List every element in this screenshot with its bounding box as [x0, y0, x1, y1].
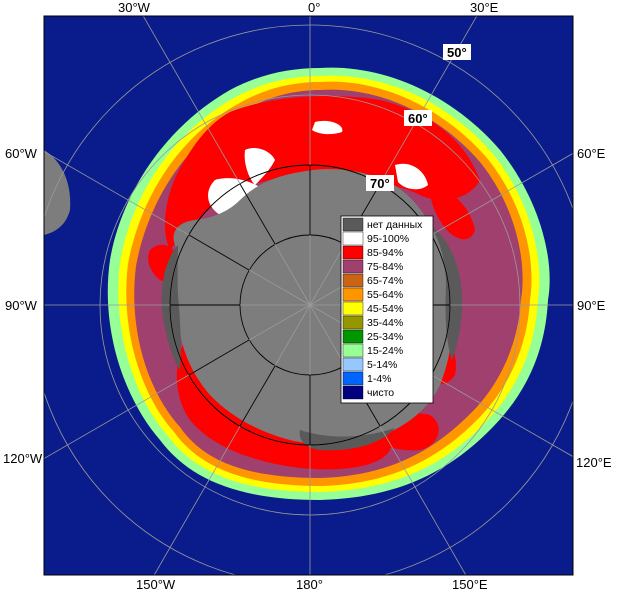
legend-label-5: 55-64%	[367, 289, 403, 301]
lat-label-60: 60°	[404, 110, 432, 126]
legend-label-10: 5-14%	[367, 359, 397, 371]
lon-label-30e: 30°E	[470, 0, 499, 15]
svg-text:70°: 70°	[370, 176, 390, 191]
map-border	[43, 15, 574, 576]
legend-swatch-11	[342, 371, 364, 386]
lon-label-150w: 150°W	[136, 577, 176, 592]
legend-label-3: 75-84%	[367, 261, 403, 273]
lon-label-120e: 120°E	[576, 455, 612, 470]
lon-label-60w: 60°W	[5, 146, 38, 161]
legend-label-1: 95-100%	[367, 233, 409, 245]
legend: нет данных 95-100% 85-94% 75-84% 65-74% 55-64…	[340, 215, 434, 404]
south-america-land	[44, 150, 71, 235]
legend-swatch-5	[342, 287, 364, 302]
legend-swatch-12	[342, 385, 364, 400]
legend-label-0: нет данных	[367, 219, 423, 231]
legend-swatch-2	[342, 245, 364, 260]
legend-label-2: 85-94%	[367, 247, 403, 259]
legend-swatch-4	[342, 273, 364, 288]
lon-label-90e: 90°E	[577, 298, 606, 313]
svg-text:60°: 60°	[408, 111, 428, 126]
legend-label-7: 35-44%	[367, 317, 403, 329]
legend-label-8: 25-34%	[367, 331, 403, 343]
legend-swatch-7	[342, 315, 364, 330]
lat-label-70: 70°	[366, 175, 394, 191]
lon-label-180: 180°	[296, 577, 323, 592]
legend-label-9: 15-24%	[367, 345, 403, 357]
legend-swatch-9	[342, 343, 364, 358]
legend-label-6: 45-54%	[367, 303, 403, 315]
legend-label-12: чисто	[367, 387, 394, 399]
lon-label-90w: 90°W	[5, 298, 38, 313]
legend-swatch-10	[342, 357, 364, 372]
svg-text:50°: 50°	[447, 45, 467, 60]
lon-label-60e: 60°E	[577, 146, 606, 161]
legend-swatch-3	[342, 259, 364, 274]
legend-swatch-0	[342, 217, 364, 232]
legend-label-11: 1-4%	[367, 373, 392, 385]
legend-swatch-1	[342, 231, 364, 246]
lon-label-150e: 150°E	[452, 577, 488, 592]
legend-swatch-8	[342, 329, 364, 344]
legend-swatch-6	[342, 301, 364, 316]
lon-label-0: 0°	[308, 0, 320, 15]
lon-label-30w: 30°W	[118, 0, 151, 15]
lat-label-50: 50°	[443, 44, 471, 60]
legend-label-4: 65-74%	[367, 275, 403, 287]
lon-label-120w: 120°W	[3, 451, 43, 466]
